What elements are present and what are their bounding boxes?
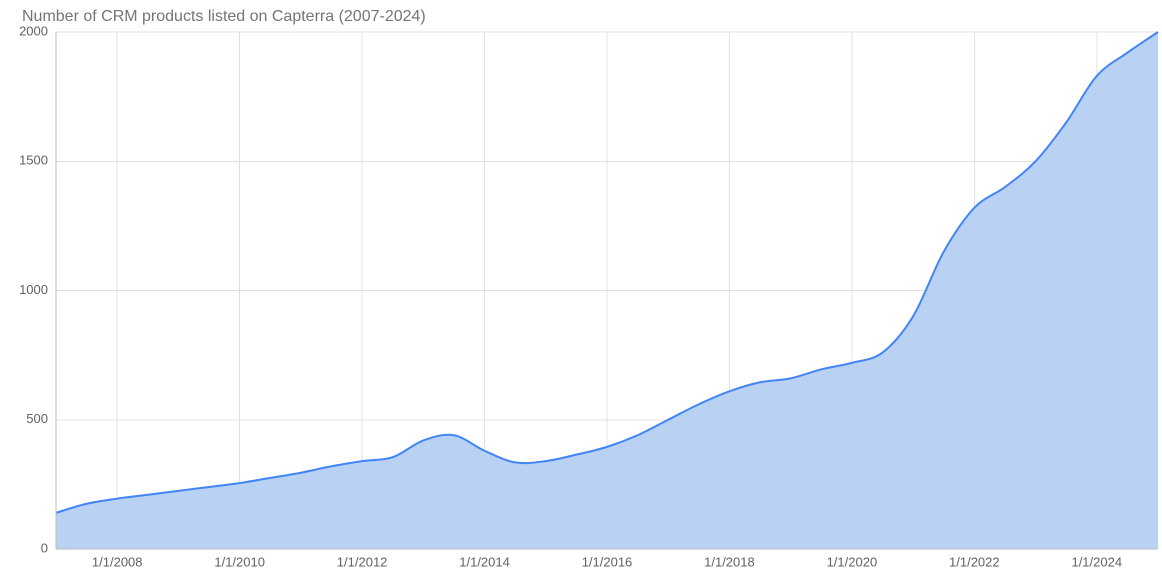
y-tick-label: 1500 [19, 153, 48, 168]
x-tick-label: 1/1/2014 [459, 555, 510, 570]
y-tick-label: 2000 [19, 23, 48, 38]
x-tick-label: 1/1/2018 [704, 555, 755, 570]
x-tick-label: 1/1/2024 [1071, 555, 1122, 570]
y-tick-label: 0 [41, 540, 48, 555]
area-chart: 0 500 1000 1500 2000 1/1/2008 1/1/2010 1/1/2012… [0, 0, 1162, 580]
x-tick-label: 1/1/2012 [337, 555, 388, 570]
y-tick-label: 1000 [19, 282, 48, 297]
x-tick-label: 1/1/2020 [827, 555, 878, 570]
x-tick-label: 1/1/2010 [214, 555, 265, 570]
y-tick-label: 500 [26, 411, 48, 426]
x-tick-label: 1/1/2022 [949, 555, 1000, 570]
x-tick-label: 1/1/2016 [582, 555, 633, 570]
x-tick-label: 1/1/2008 [92, 555, 143, 570]
